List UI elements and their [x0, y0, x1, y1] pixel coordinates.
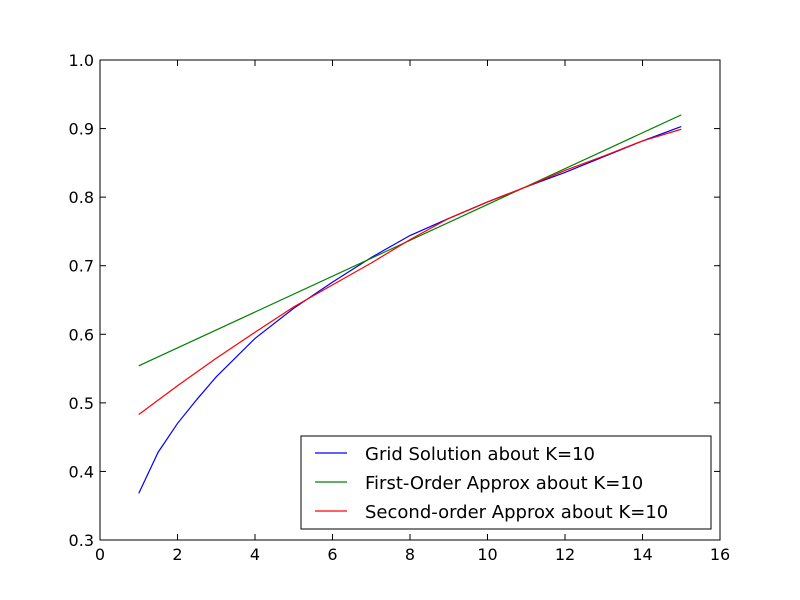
series-layer: [138, 114, 682, 494]
x-tick-label: 14: [632, 545, 652, 564]
legend: Grid Solution about K=10 First-Order App…: [300, 435, 712, 530]
series-line-2: [138, 128, 682, 415]
y-tick-label: 1.0: [69, 51, 94, 70]
x-tick-label: 12: [555, 545, 575, 564]
y-tick-label: 0.7: [69, 257, 94, 276]
legend-label-second-order: Second-order Approx about K=10: [365, 502, 668, 523]
x-tick-label: 16: [710, 545, 730, 564]
x-tick-label: 6: [327, 545, 337, 564]
x-tick-label: 8: [405, 545, 415, 564]
x-tick-label: 2: [172, 545, 182, 564]
x-tick-label: 0: [95, 545, 105, 564]
x-tick-label: 4: [250, 545, 260, 564]
series-line-0: [138, 125, 682, 494]
tick-layer: 0 2 4 6 8 10 12 14 16 0.3 0.4 0.5 0.6 0.7 0.8 0.9 1.0: [69, 51, 731, 564]
plot-frame: [99, 59, 721, 541]
y-tick-label: 0.4: [69, 462, 94, 481]
y-tick-label: 0.5: [69, 394, 94, 413]
y-tick-label: 0.8: [69, 188, 94, 207]
x-tick-label: 10: [477, 545, 497, 564]
legend-box: [300, 435, 712, 530]
y-tick-label: 0.3: [69, 531, 94, 550]
y-tick-label: 0.9: [69, 120, 94, 139]
legend-label-grid-solution: Grid Solution about K=10: [365, 444, 595, 465]
legend-label-first-order: First-Order Approx about K=10: [365, 473, 643, 494]
y-tick-label: 0.6: [69, 325, 94, 344]
